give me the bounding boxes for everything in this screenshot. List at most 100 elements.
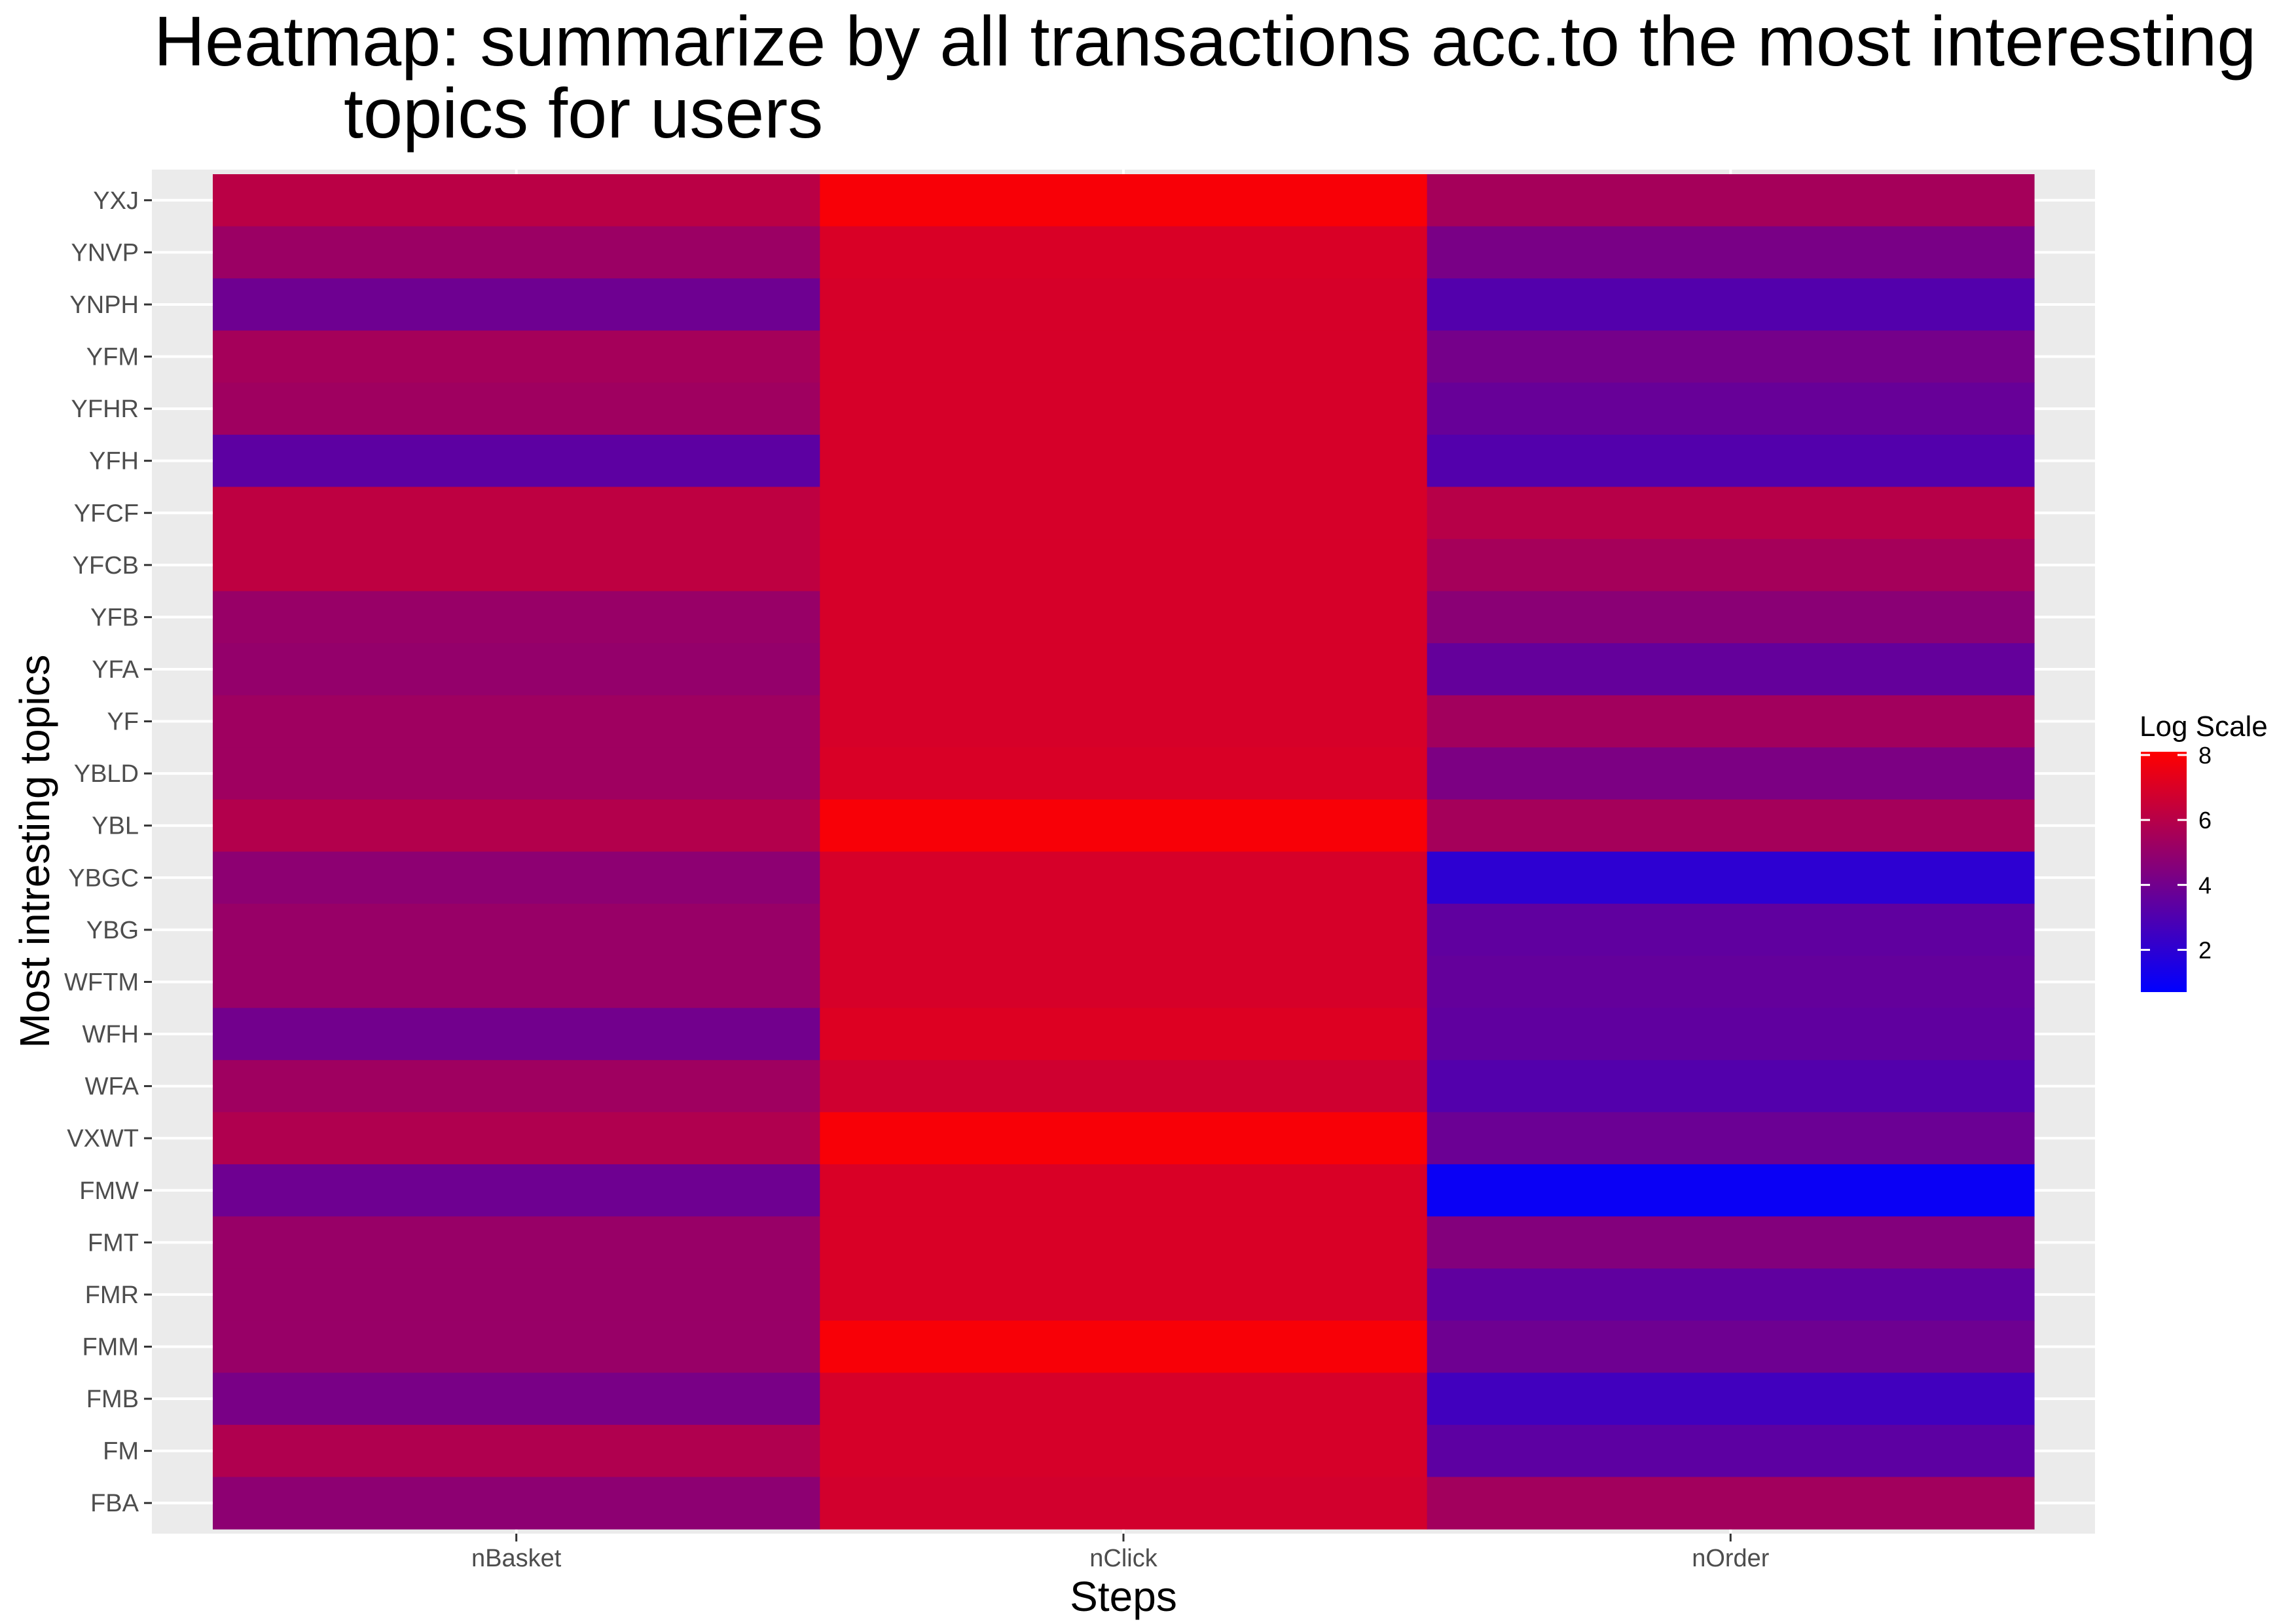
heatmap-cell [1427, 1112, 2035, 1165]
chart-title-line-1: Heatmap: summarize by all transactions a… [154, 1, 2256, 81]
y-tick-label: YFA [92, 656, 139, 684]
heatmap-cells [213, 174, 2035, 1530]
heatmap-cell [820, 1216, 1428, 1269]
y-tick-label: WFA [85, 1073, 139, 1101]
heatmap-cell [1427, 1320, 2035, 1373]
y-tick-label: YFHR [71, 396, 139, 423]
heatmap-cell [1427, 851, 2035, 904]
heatmap-cell [1427, 226, 2035, 279]
y-axis-title: Most intresting topics [11, 654, 58, 1048]
heatmap-cell [213, 1268, 820, 1321]
y-tick-label: YFB [90, 604, 139, 631]
heatmap-cell [820, 904, 1428, 957]
x-tick-label: nBasket [471, 1545, 562, 1572]
heatmap-cell [820, 1268, 1428, 1321]
heatmap-cell [820, 382, 1428, 435]
y-tick-label: YBG [86, 917, 139, 944]
heatmap-cell [820, 747, 1428, 800]
heatmap-cell [820, 1424, 1428, 1478]
heatmap-cell [213, 539, 820, 592]
legend-tick-label: 2 [2198, 937, 2212, 964]
y-tick-label: FMM [82, 1333, 139, 1361]
heatmap-cell [1427, 1424, 2035, 1478]
y-tick-label: WFTM [64, 969, 139, 996]
heatmap-cell [213, 1424, 820, 1478]
heatmap-cell [1427, 1164, 2035, 1217]
heatmap-cell [1427, 643, 2035, 696]
heatmap-cell [1427, 278, 2035, 331]
y-tick-label: YFM [86, 344, 139, 371]
heatmap-cell [820, 1008, 1428, 1061]
heatmap-cell [820, 591, 1428, 644]
heatmap-cell [820, 1164, 1428, 1217]
legend-title: Log Scale [2140, 710, 2268, 743]
heatmap-cell [213, 904, 820, 957]
heatmap-cell [1427, 539, 2035, 592]
heatmap-cell [1427, 1373, 2035, 1426]
heatmap-cell [1427, 695, 2035, 748]
y-tick-label: WFH [82, 1021, 139, 1048]
heatmap-cell [820, 434, 1428, 488]
chart-title-line-2: topics for users [344, 73, 823, 153]
heatmap-cell [1427, 1060, 2035, 1113]
heatmap-cell [1427, 1008, 2035, 1061]
y-tick-label: VXWT [67, 1125, 139, 1153]
heatmap-cell [820, 851, 1428, 904]
heatmap-cell [213, 643, 820, 696]
heatmap-cell [820, 799, 1428, 853]
legend-color-bar [2141, 752, 2187, 992]
legend-ticks: 2 4 6 8 [2141, 742, 2212, 964]
x-tick-label: nClick [1089, 1545, 1157, 1572]
heatmap-cell [1427, 1216, 2035, 1269]
heatmap-cell [213, 1008, 820, 1061]
legend-tick-label: 8 [2198, 742, 2212, 769]
y-tick-label: YFH [89, 448, 139, 475]
heatmap-cell [213, 955, 820, 1008]
y-tick-label: FMB [86, 1386, 139, 1413]
y-tick-label: YBGC [68, 864, 139, 892]
heatmap-cell [213, 487, 820, 540]
y-tick-label: YNVP [71, 239, 139, 267]
heatmap-cell [213, 434, 820, 488]
y-tick-label: YNPH [69, 291, 139, 319]
color-legend: Log Scale 2 4 6 8 [2140, 710, 2268, 992]
y-tick-label: FMR [85, 1282, 139, 1309]
heatmap-cell [213, 382, 820, 435]
heatmap-cell [213, 695, 820, 748]
x-tick-label: nOrder [1692, 1545, 1770, 1572]
heatmap-cell [820, 695, 1428, 748]
heatmap-cell [820, 487, 1428, 540]
heatmap-cell [820, 226, 1428, 279]
heatmap-cell [1427, 747, 2035, 800]
heatmap-cell [213, 330, 820, 383]
heatmap-cell [820, 1373, 1428, 1426]
heatmap-cell [213, 1320, 820, 1373]
heatmap-cell [1427, 904, 2035, 957]
heatmap-cell [213, 1164, 820, 1217]
heatmap-cell [820, 1112, 1428, 1165]
heatmap-cell [213, 174, 820, 227]
x-axis-ticks: nBasket nClick nOrder [471, 1534, 1770, 1572]
y-tick-label: YXJ [93, 187, 139, 215]
legend-tick-label: 6 [2198, 807, 2212, 834]
heatmap-cell [1427, 382, 2035, 435]
heatmap-cell [820, 643, 1428, 696]
heatmap-cell [1427, 434, 2035, 488]
heatmap-cell [213, 799, 820, 853]
heatmap-cell [213, 591, 820, 644]
heatmap-cell [1427, 174, 2035, 227]
heatmap-cell [213, 1477, 820, 1530]
y-tick-label: FMW [79, 1177, 139, 1205]
y-tick-label: YF [107, 709, 139, 736]
y-tick-label: FBA [90, 1490, 139, 1517]
heatmap-cell [213, 278, 820, 331]
heatmap-cell [1427, 955, 2035, 1008]
y-tick-label: YFCF [74, 500, 139, 527]
legend-tick-label: 4 [2198, 872, 2212, 898]
y-tick-label: YBLD [74, 760, 139, 788]
heatmap-cell [1427, 330, 2035, 383]
heatmap-cell [1427, 1477, 2035, 1530]
heatmap-cell [1427, 1268, 2035, 1321]
x-axis-title: Steps [1070, 1573, 1177, 1620]
